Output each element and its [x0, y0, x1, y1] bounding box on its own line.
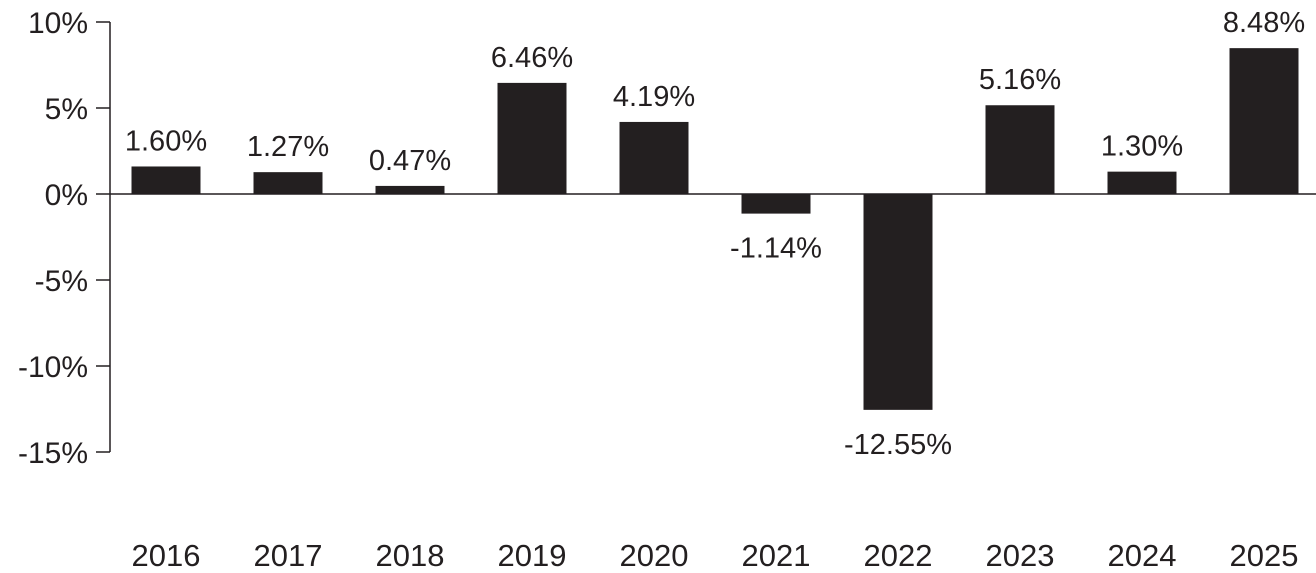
bar-2020: [619, 121, 689, 194]
bar-2019: [497, 82, 567, 194]
y-tick-label: 0%: [45, 179, 88, 212]
data-labels: 1.60% 1.27% 0.47% 6.46% 4.19% -1.14% -12.55% 5.…: [125, 7, 1305, 461]
bar-2023: [985, 105, 1055, 194]
data-label-2018: 0.47%: [369, 145, 451, 177]
data-label-2022: -12.55%: [844, 429, 952, 461]
x-tick-label-2018: 2018: [376, 538, 445, 573]
bar-2017: [253, 172, 323, 194]
x-tick-label-2019: 2019: [498, 538, 567, 573]
y-tick-label: 5%: [45, 93, 88, 126]
x-tick-label-2016: 2016: [132, 538, 201, 573]
x-tick-label-2023: 2023: [986, 538, 1055, 573]
x-tick-label-2022: 2022: [864, 538, 933, 573]
bar-2016: [131, 166, 201, 194]
y-axis: 10% 5% 0% -5% -10% -15%: [18, 7, 111, 470]
x-tick-label-2021: 2021: [742, 538, 811, 573]
data-label-2019: 6.46%: [491, 42, 573, 74]
bar-2021: [741, 194, 811, 214]
data-label-2017: 1.27%: [247, 131, 329, 163]
y-tick-label: -5%: [35, 265, 88, 298]
bar-2025: [1229, 48, 1299, 195]
data-label-2023: 5.16%: [979, 64, 1061, 96]
x-tick-label-2017: 2017: [254, 538, 323, 573]
x-tick-label-2025: 2025: [1230, 538, 1299, 573]
bars: [110, 48, 1316, 410]
data-label-2020: 4.19%: [613, 81, 695, 113]
bar-2022: [863, 194, 933, 410]
x-axis-labels: 2016 2017 2018 2019 2020 2021 2022 2023 2024 2025: [132, 538, 1299, 573]
y-tick-label: 10%: [28, 7, 88, 40]
bar-2024: [1107, 171, 1177, 194]
y-tick-label: -15%: [18, 437, 88, 470]
data-label-2025: 8.48%: [1223, 7, 1305, 39]
y-tick-label: -10%: [18, 351, 88, 384]
data-label-2021: -1.14%: [730, 233, 822, 265]
bar-2018: [375, 185, 445, 194]
x-tick-label-2024: 2024: [1108, 538, 1177, 573]
x-tick-label-2020: 2020: [620, 538, 689, 573]
data-label-2024: 1.30%: [1101, 131, 1183, 163]
data-label-2016: 1.60%: [125, 125, 207, 157]
